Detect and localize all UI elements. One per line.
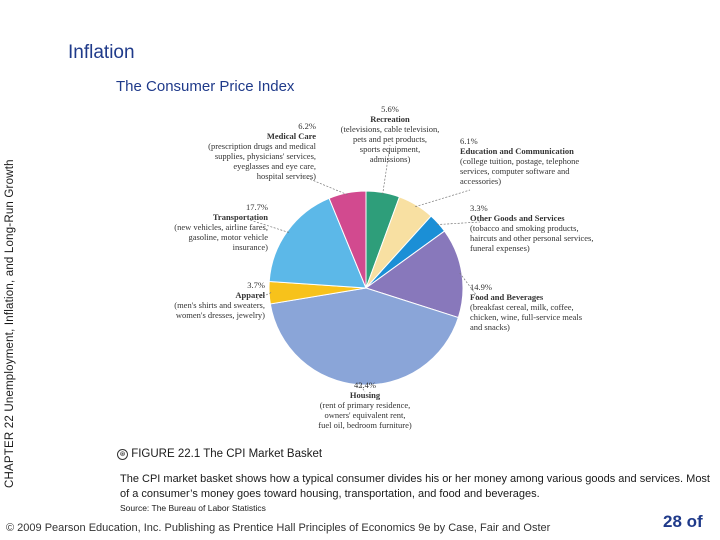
slice-description-line: (rent of primary residence, xyxy=(320,400,411,410)
slice-description-line: chicken, wine, full-service meals xyxy=(470,312,582,322)
slice-label-transportation: 17.7% Transportation (new vehicles, airlin… xyxy=(174,202,268,252)
slice-category-label: Medical Care xyxy=(267,131,316,141)
slice-category-label: Transportation xyxy=(213,212,268,222)
leader-line-housing xyxy=(358,382,366,393)
slice-description-line: women's dresses, jewelry) xyxy=(176,310,265,320)
leader-line-apparel xyxy=(254,292,272,301)
slice-category-label: Recreation xyxy=(370,114,410,124)
figure-bullet-icon: ⊛ xyxy=(117,449,128,460)
leader-line-medical-care xyxy=(299,174,348,196)
slice-percent-label: 3.3% xyxy=(470,203,488,213)
slide-title: Inflation xyxy=(68,42,135,63)
slice-category-label: Food and Beverages xyxy=(470,292,544,302)
slice-description-line: (college tuition, postage, telephone xyxy=(460,156,579,166)
chapter-label-text: CHAPTER 22 Unemployment, Inflation, and … xyxy=(4,159,16,488)
pie-slice-housing xyxy=(269,287,460,386)
page-number: 28 of xyxy=(663,512,703,531)
figure-source: Source: The Bureau of Labor Statistics xyxy=(120,503,266,513)
slice-label-recreation: 5.6% Recreation (televisions, cable televi… xyxy=(341,104,440,164)
slice-description-line: admissions) xyxy=(370,154,411,164)
pie-slice-medical-care xyxy=(328,190,367,289)
slice-description-line: services, computer software and xyxy=(460,166,570,176)
slice-category-label: Apparel xyxy=(235,290,265,300)
slice-description-line: (men's shirts and sweaters, xyxy=(174,300,265,310)
figure-title: ⊛ FIGURE 22.1 The CPI Market Basket xyxy=(117,448,322,460)
slice-percent-label: 17.7% xyxy=(246,202,268,212)
chapter-side-label: CHAPTER 22 Unemployment, Inflation, and … xyxy=(4,128,16,488)
cpi-pie-chart: 5.6% Recreation (televisions, cable televi… xyxy=(174,104,593,430)
slice-percent-label: 42.4% xyxy=(354,380,376,390)
pie-slice-transportation xyxy=(268,197,367,289)
slice-category-label: Other Goods and Services xyxy=(470,213,565,223)
figure-title-text: FIGURE 22.1 The CPI Market Basket xyxy=(131,448,323,460)
slice-description-line: hospital services) xyxy=(257,171,316,181)
slice-description-line: insurance) xyxy=(233,242,269,252)
slice-description-line: (breakfast cereal, milk, coffee, xyxy=(470,302,574,312)
slice-percent-label: 6.1% xyxy=(460,136,478,146)
slice-percent-label: 5.6% xyxy=(381,104,399,114)
slice-percent-label: 3.7% xyxy=(247,280,265,290)
copyright-footer: © 2009 Pearson Education, Inc. Publishin… xyxy=(6,522,551,534)
leader-line-other-goods-and-services xyxy=(436,221,481,225)
leader-line-food-and-beverages xyxy=(459,272,481,301)
slice-description-line: owners' equivalent rent, xyxy=(324,410,405,420)
slide-subtitle: The Consumer Price Index xyxy=(116,78,295,95)
slice-label-food-and-beverages: 14.9% Food and Beverages (breakfast cereal… xyxy=(470,282,582,332)
slice-label-other-goods-and-services: 3.3% Other Goods and Services (tobacco and… xyxy=(470,203,593,253)
slice-category-label: Housing xyxy=(350,390,381,400)
slice-description-line: supplies, physicians' services, xyxy=(215,151,316,161)
slice-category-label: Education and Communication xyxy=(460,146,574,156)
slice-description-line: funeral expenses) xyxy=(470,243,530,253)
figure-caption: The CPI market basket shows how a typica… xyxy=(120,473,710,500)
slice-percent-label: 6.2% xyxy=(298,121,316,131)
slice-description-line: pets and pet products, xyxy=(353,134,427,144)
slice-description-line: eyeglasses and eye care, xyxy=(233,161,316,171)
slice-description-line: (tobacco and smoking products, xyxy=(470,223,579,233)
slice-description-line: fuel oil, bedroom furniture) xyxy=(318,420,412,430)
leader-line-recreation xyxy=(382,144,391,195)
slice-description-line: haircuts and other personal services, xyxy=(470,233,593,243)
slice-description-line: sports equipment, xyxy=(360,144,420,154)
pie-slice-food-and-beverages xyxy=(364,230,464,319)
slice-description-line: gasoline, motor vehicle xyxy=(188,232,268,242)
slice-label-apparel: 3.7% Apparel (men's shirts and sweaters, wo… xyxy=(174,280,265,320)
slice-label-education-and-communication: 6.1% Education and Communication (college … xyxy=(460,136,579,186)
slice-percent-label: 14.9% xyxy=(470,282,492,292)
slice-description-line: and snacks) xyxy=(470,322,510,332)
leader-line-education-and-communication xyxy=(415,189,471,208)
slice-description-line: (televisions, cable television, xyxy=(341,124,440,134)
slice-label-medical-care: 6.2% Medical Care (prescription drugs and … xyxy=(208,121,317,181)
slice-label-housing: 42.4% Housing (rent of primary residence, o… xyxy=(318,380,412,430)
slice-description-line: (new vehicles, airline fares, xyxy=(174,222,268,232)
slice-description-line: (prescription drugs and medical xyxy=(208,141,317,151)
slice-description-line: accessories) xyxy=(460,176,501,186)
